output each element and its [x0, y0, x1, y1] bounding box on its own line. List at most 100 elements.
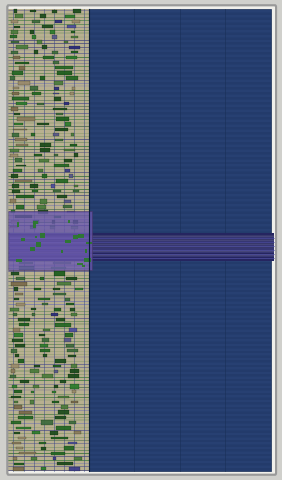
Bar: [16, 144, 28, 146]
Bar: [57, 195, 67, 198]
Bar: [10, 226, 18, 228]
Bar: [56, 113, 63, 115]
Bar: [10, 154, 17, 156]
Bar: [19, 262, 33, 264]
Bar: [54, 216, 61, 218]
Bar: [14, 456, 17, 460]
Bar: [32, 35, 36, 39]
Bar: [51, 313, 58, 316]
Bar: [82, 264, 85, 267]
Bar: [52, 391, 56, 393]
Bar: [55, 128, 68, 131]
Bar: [30, 10, 36, 12]
Bar: [14, 405, 22, 409]
Bar: [18, 359, 24, 363]
Bar: [12, 21, 17, 23]
Bar: [65, 333, 73, 337]
Bar: [30, 248, 35, 251]
Bar: [56, 426, 71, 430]
Bar: [50, 30, 55, 34]
Bar: [68, 220, 70, 223]
Bar: [77, 263, 83, 265]
Bar: [54, 87, 60, 90]
Bar: [15, 216, 32, 218]
Bar: [64, 41, 69, 43]
FancyBboxPatch shape: [7, 5, 276, 475]
Bar: [34, 50, 38, 54]
Bar: [85, 249, 87, 253]
Bar: [71, 226, 78, 228]
Bar: [12, 71, 23, 75]
Bar: [72, 390, 76, 394]
Bar: [69, 174, 73, 178]
Bar: [10, 148, 19, 152]
Bar: [14, 287, 17, 291]
Bar: [16, 427, 31, 429]
Bar: [11, 220, 19, 224]
Bar: [12, 132, 19, 136]
Bar: [21, 238, 25, 241]
Bar: [11, 369, 15, 373]
Bar: [65, 122, 71, 127]
Bar: [53, 262, 71, 264]
Bar: [58, 396, 69, 398]
Bar: [66, 276, 77, 280]
Bar: [53, 93, 59, 95]
Bar: [15, 180, 32, 182]
Bar: [71, 401, 78, 403]
Bar: [12, 97, 29, 100]
Bar: [14, 129, 27, 131]
Bar: [70, 370, 79, 373]
Bar: [53, 190, 61, 192]
Bar: [16, 165, 26, 167]
Bar: [42, 338, 49, 342]
Bar: [16, 45, 28, 49]
Bar: [54, 81, 63, 85]
Bar: [66, 344, 74, 347]
Bar: [74, 153, 78, 157]
Bar: [61, 250, 63, 253]
Bar: [43, 354, 47, 357]
Bar: [11, 364, 19, 368]
Bar: [69, 46, 80, 49]
Bar: [14, 25, 20, 28]
Bar: [54, 385, 58, 388]
Bar: [42, 45, 47, 49]
Bar: [14, 113, 20, 115]
Bar: [55, 66, 73, 69]
Bar: [40, 349, 50, 352]
Bar: [73, 190, 79, 192]
Bar: [16, 195, 34, 198]
Bar: [66, 76, 78, 80]
Bar: [54, 96, 61, 100]
Bar: [11, 51, 18, 54]
Bar: [52, 293, 66, 295]
Bar: [30, 86, 38, 91]
Bar: [14, 333, 23, 337]
Bar: [64, 338, 71, 342]
Bar: [54, 370, 58, 372]
Bar: [32, 92, 41, 96]
Bar: [16, 102, 27, 106]
Bar: [64, 446, 74, 450]
Bar: [39, 334, 45, 336]
Bar: [34, 288, 41, 290]
Bar: [37, 103, 44, 105]
Bar: [50, 225, 55, 229]
Bar: [39, 442, 47, 444]
Bar: [73, 9, 81, 13]
Bar: [18, 416, 33, 419]
Bar: [53, 288, 60, 290]
Bar: [18, 437, 26, 439]
Bar: [17, 222, 19, 227]
Bar: [13, 328, 20, 332]
Bar: [54, 308, 61, 311]
Bar: [19, 324, 29, 326]
Bar: [69, 467, 80, 471]
Bar: [65, 169, 70, 172]
Bar: [54, 164, 69, 167]
Bar: [30, 370, 39, 373]
Bar: [12, 385, 17, 388]
Bar: [42, 25, 52, 28]
Bar: [15, 61, 29, 63]
